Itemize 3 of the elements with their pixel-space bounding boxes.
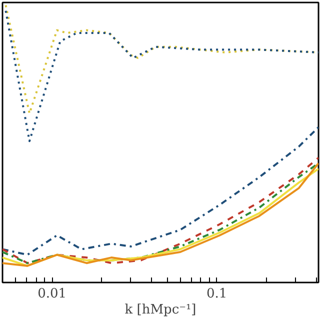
- x-axis-title: k [hMpc⁻¹]: [124, 302, 196, 318]
- x-tick-label: 0.01: [38, 286, 67, 302]
- x-tick-label: 0.1: [206, 286, 228, 302]
